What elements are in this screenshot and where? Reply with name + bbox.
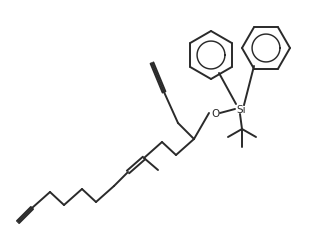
Text: Si: Si — [236, 105, 246, 115]
Text: O: O — [211, 109, 219, 119]
